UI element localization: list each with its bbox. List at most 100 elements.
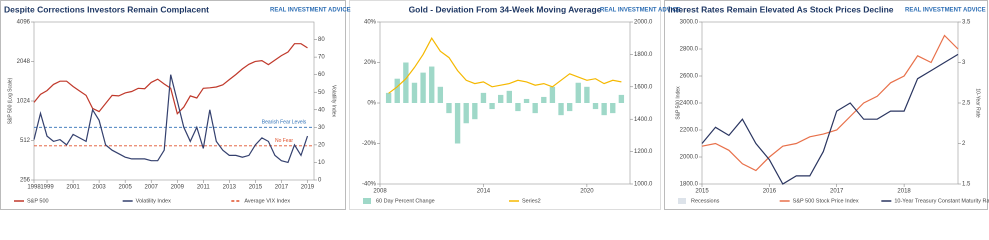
y-tick-label: 2600.0 <box>680 74 699 80</box>
bar <box>472 103 478 120</box>
x-tick-label: 2019 <box>301 185 315 191</box>
y2-tick-label: 50 <box>318 90 325 96</box>
x-tick-label: 2020 <box>580 189 594 195</box>
x-tick-label: 2016 <box>763 189 777 195</box>
y-tick-label: 0% <box>367 101 376 107</box>
legend-swatch <box>678 198 686 204</box>
brand: REAL INVESTMENT ADVICE <box>905 8 986 14</box>
x-tick-label: 2011 <box>197 185 211 191</box>
bar <box>411 82 418 103</box>
y2-tick-label: 2000.0 <box>634 20 653 26</box>
bar <box>566 103 573 112</box>
y2-tick-label: 2.5 <box>962 101 971 107</box>
bar <box>403 62 409 103</box>
legend-label: S&P 500 Stock Price Index <box>793 198 859 204</box>
bar <box>592 103 599 110</box>
y2-tick-label: 1000.0 <box>634 182 653 188</box>
legend-label: Recessions <box>691 198 720 204</box>
y-tick-label: 1800.0 <box>680 182 699 188</box>
x-tick-label: 2009 <box>171 185 185 191</box>
y-tick-label: 256 <box>20 178 31 184</box>
y2-tick-label: 30 <box>318 125 325 131</box>
bar <box>463 103 469 124</box>
x-tick-label: 2013 <box>223 185 237 191</box>
y-tick-label: 2200.0 <box>680 128 699 134</box>
series-line <box>33 43 308 115</box>
y-tick-label: 2800.0 <box>680 47 699 53</box>
bar <box>558 103 564 116</box>
x-tick-label: 2015 <box>249 185 263 191</box>
bar <box>618 94 625 103</box>
bar <box>394 78 400 103</box>
bar <box>610 103 616 114</box>
y-axis-title: S&P 500 Index <box>675 86 681 120</box>
y-tick-label: 512 <box>20 138 31 144</box>
y2-axis-title: 10-Year Rate <box>975 88 981 117</box>
x-tick-label: 2007 <box>145 185 159 191</box>
y-tick-label: 1024 <box>17 99 31 105</box>
bar <box>437 86 444 103</box>
y-tick-label: 20% <box>364 60 377 66</box>
reference-label: No Fear <box>275 138 293 144</box>
x-tick-label: 1999 <box>40 185 54 191</box>
legend-label: 10-Year Treasury Constant Maturity Rate <box>894 198 989 204</box>
x-tick-label: 2017 <box>830 189 844 195</box>
x-tick-label: 2003 <box>92 185 106 191</box>
bar <box>584 86 590 103</box>
y-tick-label: -40% <box>362 182 377 188</box>
x-tick-label: 2008 <box>373 189 387 195</box>
bar <box>575 82 581 103</box>
bar <box>446 103 452 114</box>
y2-tick-label: 40 <box>318 107 325 113</box>
bar <box>385 92 392 103</box>
y2-tick-label: 10 <box>318 160 325 166</box>
series-line <box>33 74 309 164</box>
y-tick-label: -20% <box>362 141 377 147</box>
legend-label: S&P 500 <box>27 198 49 204</box>
brand: REAL INVESTMENT ADVICE <box>270 8 351 14</box>
bar <box>480 92 487 103</box>
y-tick-label: 40% <box>364 20 377 26</box>
x-tick-label: 1998 <box>27 185 41 191</box>
bar <box>498 94 504 103</box>
y2-tick-label: 3 <box>962 60 966 66</box>
panel-frame <box>0 0 346 210</box>
series-line <box>701 53 959 185</box>
bar <box>523 98 530 103</box>
bar <box>601 103 607 116</box>
chart-title: Interest Rates Remain Elevated As Stock … <box>668 4 894 14</box>
y2-tick-label: 2 <box>962 141 966 147</box>
legend-swatch <box>363 198 371 204</box>
x-tick-label: 2017 <box>275 185 289 191</box>
panel-frame <box>349 0 661 210</box>
y-tick-label: 4096 <box>17 20 31 26</box>
bar <box>541 96 547 103</box>
y-axis-title: S&P 500 (Log Scale) <box>7 77 13 124</box>
legend-label: Volatility Index <box>136 198 171 204</box>
bar <box>454 103 461 144</box>
chart-panels: Despite Corrections Investors Remain Com… <box>0 0 989 210</box>
y2-tick-label: 1600.0 <box>634 84 653 90</box>
reference-label: Bearish Fear Levels <box>262 120 307 126</box>
legend-label: Series2 <box>522 198 541 204</box>
y-tick-label: 3000.0 <box>680 20 699 26</box>
bar <box>549 86 556 103</box>
panel-frame <box>664 0 988 210</box>
y2-tick-label: 3.5 <box>962 20 971 26</box>
y2-axis-title: Volatility Index <box>331 85 337 117</box>
y2-tick-label: 20 <box>318 142 325 148</box>
legend-label: 60 Day Percent Change <box>376 198 435 204</box>
bar <box>506 90 512 103</box>
y2-tick-label: 80 <box>318 37 325 43</box>
x-tick-label: 2005 <box>118 185 132 191</box>
chart-title: Gold - Deviation From 34-Week Moving Ave… <box>409 4 602 14</box>
y2-tick-label: 1800.0 <box>634 52 653 58</box>
legend-label: Average VIX Index <box>244 198 290 204</box>
y2-tick-label: 1200.0 <box>634 149 653 155</box>
y-tick-label: 2048 <box>17 59 31 65</box>
bar <box>420 72 426 103</box>
x-tick-label: 2018 <box>897 189 911 195</box>
page: Despite Corrections Investors Remain Com… <box>0 0 989 210</box>
y2-tick-label: 60 <box>318 72 325 78</box>
y2-tick-label: 70 <box>318 55 325 61</box>
